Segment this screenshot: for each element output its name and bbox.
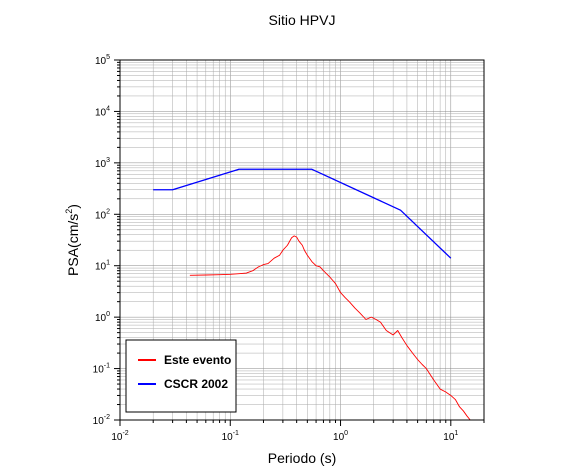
x-tick-label: 10-2 [111, 430, 128, 443]
y-tick-label-exp: 2 [106, 208, 110, 215]
y-tick-label-base: 10 [95, 107, 107, 118]
plot-frame [119, 59, 485, 421]
legend-label-cscr-2002: CSCR 2002 [164, 377, 228, 391]
x-tick-label-exp: 1 [454, 430, 458, 437]
y-tick-label-exp: -2 [104, 414, 110, 421]
y-tick-label-base: 10 [93, 416, 105, 427]
y-axis-label-base: PSA(cm/s [65, 214, 81, 276]
x-tick-label-exp: -2 [122, 430, 128, 437]
x-tick-label: 100 [333, 430, 348, 443]
legend-label-este-evento: Este evento [164, 353, 231, 367]
y-axis-label-close: ) [65, 204, 81, 209]
y-tick-label: 104 [95, 105, 110, 118]
plot-series [153, 168, 471, 421]
y-tick-label-exp: -1 [104, 363, 110, 370]
legend-box [125, 339, 237, 413]
y-tick-label-base: 10 [93, 365, 105, 376]
y-tick-label-exp: 4 [106, 105, 110, 112]
y-tick-label: 100 [95, 311, 110, 324]
chart-title: Sitio HPVJ [269, 12, 336, 28]
series-line-cscr-2002 [153, 168, 452, 259]
x-tick-label-base: 10 [333, 432, 345, 443]
y-tick-label: 101 [95, 260, 110, 273]
axis-ticks [114, 59, 485, 426]
series-line-este-evento [189, 235, 471, 421]
y-tick-label-base: 10 [95, 210, 107, 221]
y-tick-label-base: 10 [95, 56, 107, 67]
legend: Este evento CSCR 2002 [125, 339, 237, 413]
x-tick-label-base: 10 [111, 432, 123, 443]
y-tick-label-base: 10 [95, 313, 107, 324]
x-axis-label: Periodo (s) [268, 450, 336, 466]
y-tick-label-exp: 3 [106, 157, 110, 164]
y-tick-label: 10-2 [93, 414, 110, 427]
y-tick-label-exp: 1 [106, 260, 110, 267]
y-tick-label: 10-1 [93, 363, 110, 376]
y-axis-label: PSA(cm/s2) [64, 204, 81, 276]
x-tick-label: 101 [443, 430, 458, 443]
x-tick-labels: 10-2 10-1 100 101 [111, 430, 458, 443]
y-tick-label: 105 [95, 54, 110, 67]
y-tick-label-exp: 0 [106, 311, 110, 318]
y-tick-label: 102 [95, 208, 110, 221]
y-axis-label-exp: 2 [64, 209, 74, 214]
y-tick-label-base: 10 [95, 159, 107, 170]
x-tick-label-base: 10 [222, 432, 234, 443]
x-tick-label-exp: 0 [344, 430, 348, 437]
y-tick-label-base: 10 [95, 262, 107, 273]
y-tick-label: 103 [95, 157, 110, 170]
y-tick-label-exp: 5 [106, 54, 110, 61]
x-tick-label-base: 10 [443, 432, 455, 443]
x-tick-label-exp: -1 [233, 430, 239, 437]
x-tick-label: 10-1 [222, 430, 239, 443]
